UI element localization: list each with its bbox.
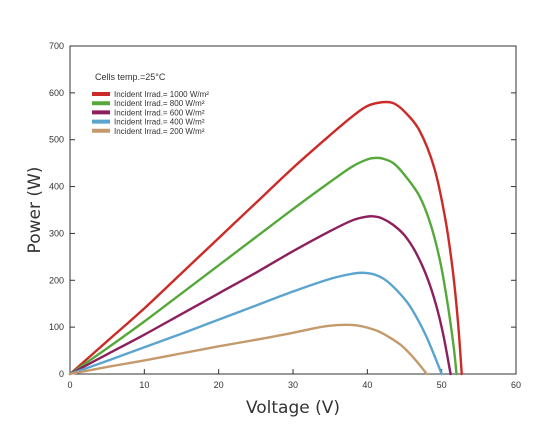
series-line-1 bbox=[68, 156, 458, 376]
legend-entry-2: Incident Irrad.= 600 W/m² bbox=[114, 108, 205, 117]
series-line-2 bbox=[68, 215, 452, 376]
series-line-3 bbox=[68, 271, 443, 376]
y-tick-label: 700 bbox=[49, 41, 64, 51]
legend-entry-1: Incident Irrad.= 800 W/m² bbox=[114, 99, 205, 108]
y-axis-title: Power (W) bbox=[25, 167, 45, 254]
y-tick-label: 200 bbox=[49, 275, 64, 285]
legend-entry-0: Incident Irrad.= 1000 W/m² bbox=[114, 90, 209, 99]
series-lines bbox=[68, 100, 463, 376]
legend-entry-3: Incident Irrad.= 400 W/m² bbox=[114, 118, 205, 127]
x-tick-label: 0 bbox=[67, 380, 72, 390]
y-tick-label: 300 bbox=[49, 228, 64, 238]
x-tick-label: 40 bbox=[362, 380, 372, 390]
y-tick-label: 400 bbox=[49, 182, 64, 192]
legend-entry-4: Incident Irrad.= 200 W/m² bbox=[114, 127, 205, 136]
y-tick-label: 0 bbox=[59, 369, 64, 379]
x-tick-label: 20 bbox=[214, 380, 224, 390]
x-tick-label: 10 bbox=[139, 380, 149, 390]
y-tick-label: 100 bbox=[49, 322, 64, 332]
x-tick-label: 30 bbox=[288, 380, 298, 390]
x-axis-title: Voltage (V) bbox=[246, 398, 340, 418]
y-tick-label: 500 bbox=[49, 135, 64, 145]
x-tick-label: 60 bbox=[511, 380, 521, 390]
series-line-4 bbox=[68, 323, 428, 376]
annotation: Cells temp.=25°C bbox=[95, 72, 166, 82]
x-tick-label: 50 bbox=[437, 380, 447, 390]
y-tick-label: 600 bbox=[49, 88, 64, 98]
series-line-0 bbox=[68, 100, 463, 376]
